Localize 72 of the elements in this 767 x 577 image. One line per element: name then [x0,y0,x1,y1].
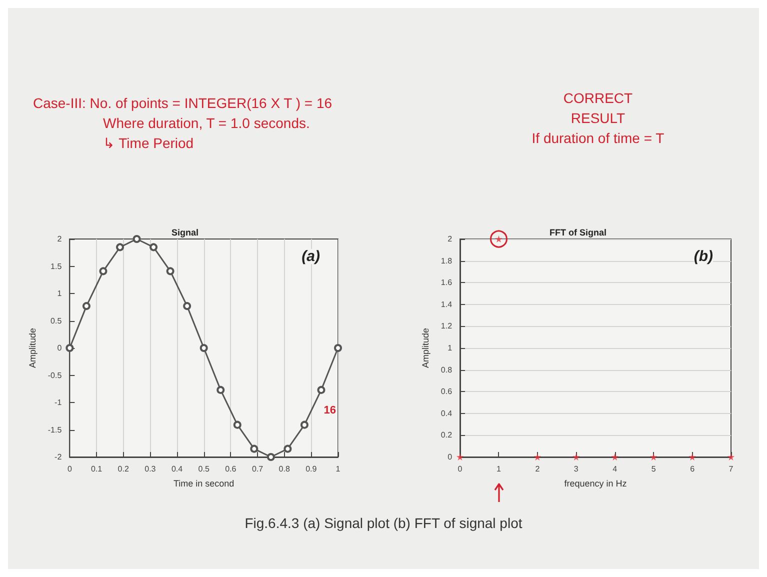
text: ↳ Time Period [102,134,195,153]
y-tick-label: 0.8 [440,365,453,374]
annotation: (a) [302,248,320,265]
x-tick-label: 0.8 [278,464,290,474]
point [150,243,158,252]
text: Case-III: No. of points = INTEGER(16 X T ) = 16 [33,94,334,113]
point [317,386,326,394]
point [183,302,192,310]
x-tick-label: 0.2 [118,464,130,474]
text: RESULT [570,109,626,128]
text: CORRECT [562,89,634,108]
y-tick-label: 1.6 [440,278,453,288]
point [250,444,258,453]
y-tick-label: -1.5 [48,425,62,434]
x-tick-label: 0.1 [90,464,103,474]
chart-title: FFT of Signal [550,228,606,238]
annotation: 16 [324,404,336,416]
x-tick-label: 4 [612,464,618,474]
x-tick-label: 0 [67,464,72,474]
text: Fig.6.4.3 (a) Signal plot (b) FFT of signal plot [244,514,524,533]
text: Where duration, T = 1.0 seconds. [102,114,311,133]
point [66,344,74,352]
y-tick-label: 1 [448,344,453,352]
y-tick-label: 0 [448,452,453,462]
x-tick-label: 7 [728,464,734,474]
x-tick-label: 5 [651,464,656,474]
point [284,444,292,453]
point [334,344,342,352]
point [132,235,141,243]
y-tick-label: 2 [448,234,453,244]
y-axis-title: Amplitude [28,328,38,368]
y-tick-label: 2 [57,234,62,244]
point [82,302,90,310]
y-tick-label: 1 [57,289,62,298]
x-axis-title: frequency in Hz [564,478,628,488]
y-tick-label: 1.8 [440,256,453,266]
x-tick-label: 0 [458,464,463,474]
y-tick-label: 1.2 [440,322,453,331]
y-tick-label: 0.2 [440,430,453,440]
point [99,267,108,276]
point [116,243,124,252]
point [216,386,225,394]
y-tick-label: 1.5 [50,262,62,271]
x-tick-label: 6 [690,464,696,474]
x-tick-label: 0.4 [171,464,184,474]
point [200,344,208,352]
x-tick-label: 0.7 [252,464,264,474]
y-tick-label: 0.4 [440,408,453,418]
x-tick-label: 2 [535,464,540,474]
x-tick-label: 0.6 [225,464,237,474]
y-tick-label: 0 [57,344,62,352]
text: If duration of time = T [530,129,666,148]
x-axis-title: Time in second [173,478,234,488]
x-tick-label: 0.9 [306,464,318,474]
chart-title: Signal [171,228,199,238]
y-tick-label: -2 [54,452,62,462]
annotation: (b) [694,248,714,265]
x-tick-label: 1 [336,464,341,474]
y-tick-label: -1 [54,398,62,407]
x-tick-label: 0.5 [198,464,210,474]
y-tick-label: 1.4 [440,300,453,309]
x-tick-label: 3 [574,464,579,474]
point [266,453,275,461]
y-tick-label: 0.6 [440,387,453,396]
x-tick-label: 1 [496,464,502,474]
y-axis-title: Amplitude [420,328,430,368]
x-tick-label: 0.3 [144,464,156,474]
y-tick-label: -0.5 [48,370,62,380]
point [233,420,242,429]
y-tick-label: 0.5 [50,316,62,326]
point [300,420,308,429]
point [166,267,174,276]
